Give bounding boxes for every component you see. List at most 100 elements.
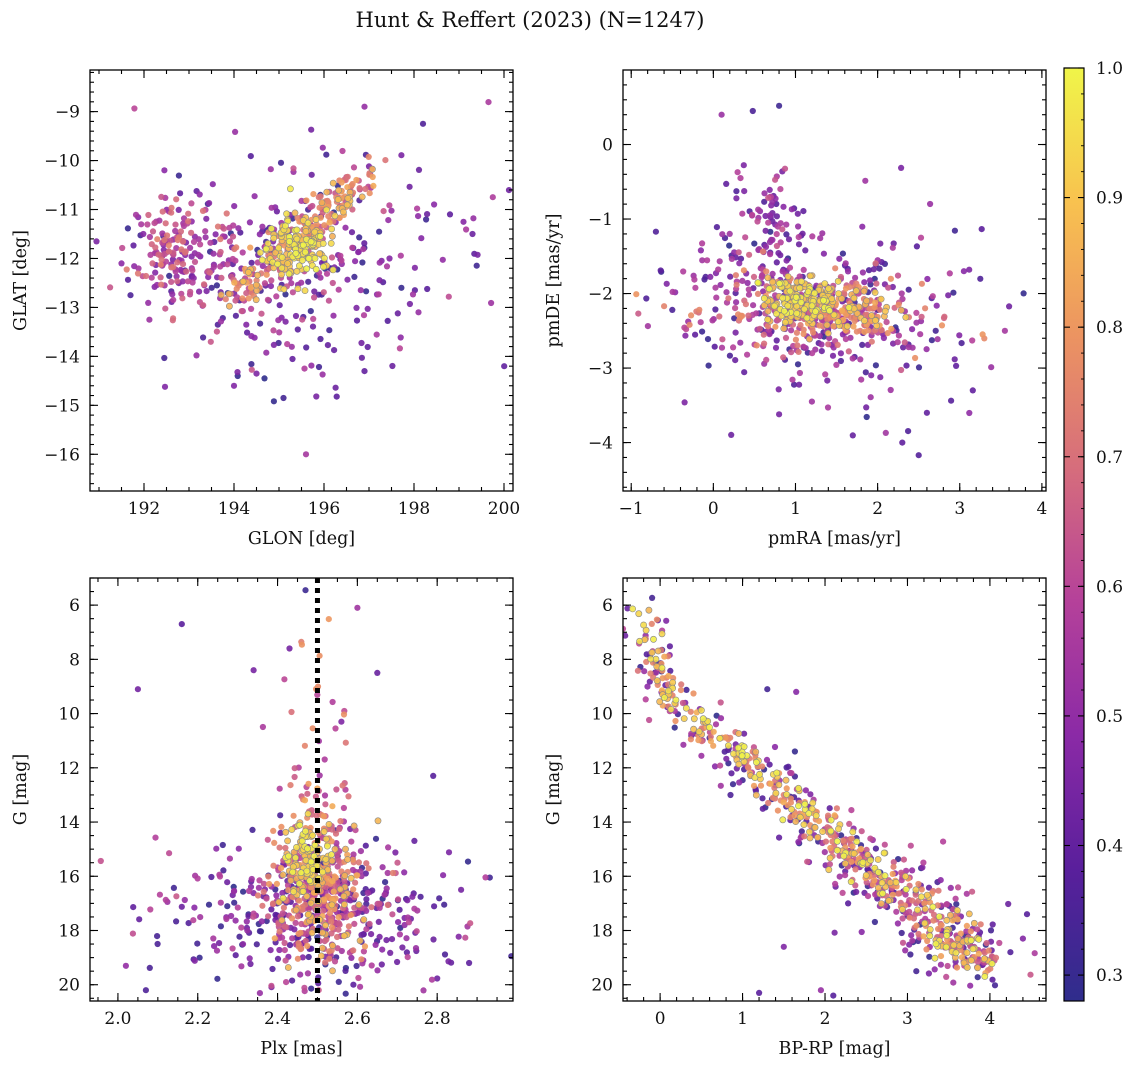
data-point — [268, 204, 275, 211]
data-point — [269, 965, 276, 973]
data-point — [385, 844, 392, 851]
data-point — [295, 880, 303, 887]
data-point — [418, 235, 425, 242]
data-point — [368, 165, 376, 173]
data-point — [291, 773, 298, 781]
data-point — [354, 604, 361, 611]
data-point — [234, 904, 241, 911]
data-point — [374, 817, 382, 825]
data-point — [820, 250, 828, 257]
data-point — [880, 849, 888, 857]
data-point — [852, 866, 859, 873]
data-point — [895, 856, 902, 863]
data-point — [157, 261, 164, 268]
data-point — [756, 989, 763, 997]
data-point — [844, 268, 852, 275]
data-point — [934, 336, 941, 343]
data-point — [877, 295, 885, 303]
data-point — [460, 218, 467, 225]
data-point — [329, 942, 336, 949]
data-point — [291, 209, 299, 217]
data-point — [267, 283, 274, 290]
data-point — [881, 307, 889, 315]
data-point — [728, 770, 735, 777]
data-point — [292, 906, 300, 914]
data-point — [951, 356, 958, 363]
data-point — [923, 409, 931, 416]
data-point — [877, 900, 885, 907]
data-point — [773, 337, 780, 344]
data-point — [817, 313, 824, 321]
data-point — [278, 823, 285, 831]
data-point — [245, 913, 252, 920]
x-axis-label: Plx [mas] — [260, 1039, 342, 1059]
data-point — [244, 329, 251, 336]
data-point — [190, 917, 197, 924]
data-point — [288, 708, 295, 716]
data-point — [765, 285, 773, 293]
data-point — [173, 273, 180, 280]
data-point — [1019, 935, 1026, 942]
data-point — [352, 879, 359, 886]
data-point — [304, 219, 312, 227]
data-point — [220, 867, 227, 874]
data-point — [732, 272, 740, 279]
data-point — [795, 241, 803, 248]
data-point — [340, 932, 348, 940]
data-point — [368, 904, 375, 911]
data-point — [326, 327, 333, 334]
data-point — [258, 256, 266, 264]
data-point — [926, 953, 933, 960]
data-point — [736, 779, 743, 786]
data-point — [209, 181, 216, 188]
data-point — [379, 946, 386, 953]
data-point — [725, 742, 732, 749]
data-point — [742, 234, 749, 241]
data-point — [132, 211, 140, 218]
data-point — [185, 218, 192, 225]
data-point — [726, 242, 733, 249]
data-point — [726, 352, 734, 359]
data-point — [920, 933, 927, 940]
data-point — [270, 234, 278, 242]
data-point — [739, 210, 746, 217]
y-tick-label: −12 — [44, 249, 80, 269]
data-point — [249, 826, 256, 834]
data-point — [311, 294, 318, 301]
y-tick-label: −10 — [44, 152, 80, 172]
data-point — [245, 295, 252, 302]
data-point — [930, 911, 938, 918]
data-point — [745, 286, 752, 293]
data-point — [921, 900, 928, 907]
data-point — [945, 292, 952, 299]
data-point — [322, 855, 330, 863]
x-tick-label: 4 — [985, 1009, 996, 1029]
data-point — [312, 216, 320, 223]
data-point — [178, 246, 185, 253]
data-point — [360, 246, 367, 253]
data-point — [915, 364, 923, 371]
data-point — [172, 227, 179, 235]
data-point — [688, 312, 695, 319]
data-point — [331, 958, 339, 965]
data-point — [712, 306, 719, 313]
data-point — [351, 920, 358, 928]
data-point — [360, 312, 368, 319]
data-point — [175, 206, 182, 213]
axis-ticks — [623, 577, 1046, 1001]
data-point — [326, 948, 333, 955]
data-point — [958, 340, 965, 347]
data-point — [667, 706, 675, 713]
data-point — [918, 280, 926, 287]
data-point — [216, 873, 224, 880]
data-point — [276, 329, 283, 336]
data-point — [281, 676, 288, 683]
data-point — [232, 128, 239, 135]
data-point — [623, 625, 627, 632]
data-point — [436, 895, 443, 902]
data-point — [462, 934, 469, 941]
data-point — [305, 278, 312, 285]
data-point — [320, 907, 327, 915]
data-point — [932, 327, 939, 334]
data-point — [686, 321, 693, 328]
